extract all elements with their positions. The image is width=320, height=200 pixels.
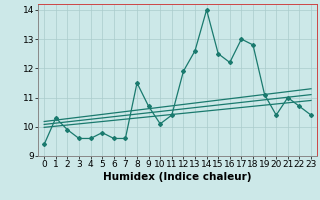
X-axis label: Humidex (Indice chaleur): Humidex (Indice chaleur) <box>103 172 252 182</box>
